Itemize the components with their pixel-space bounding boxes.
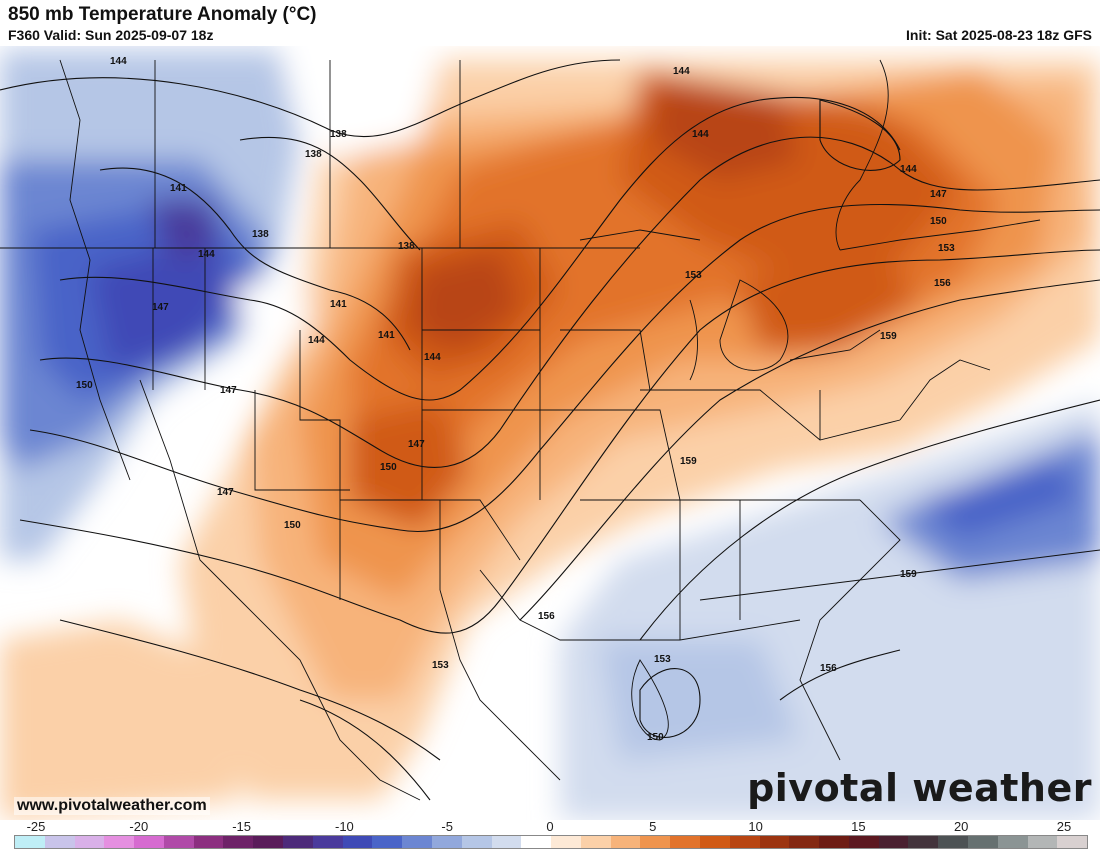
header-bar: 850 mb Temperature Anomaly (°C) F360 Val… bbox=[0, 0, 1100, 46]
contour-label: 144 bbox=[900, 164, 917, 175]
colorbar-swatch bbox=[342, 836, 373, 848]
colorbar-tick-label: 10 bbox=[748, 819, 763, 834]
height-contours bbox=[0, 59, 1100, 801]
contour-label: 141 bbox=[170, 183, 187, 194]
contour-label: 138 bbox=[330, 129, 347, 140]
colorbar-swatch bbox=[1027, 836, 1058, 848]
init-time: Init: Sat 2025-08-23 18z GFS bbox=[906, 27, 1092, 43]
contour-label: 156 bbox=[538, 611, 555, 622]
colorbar-swatch bbox=[253, 836, 284, 848]
contour-label: 147 bbox=[930, 189, 947, 200]
map-title: 850 mb Temperature Anomaly (°C) bbox=[8, 4, 317, 25]
map-canvas: 144 138 138 141 138 144 147 141 141 144 … bbox=[0, 46, 1100, 820]
contour-label: 138 bbox=[305, 149, 322, 160]
colorbar-tick-label: -20 bbox=[129, 819, 149, 834]
colorbar-tick-label: -10 bbox=[334, 819, 354, 834]
colorbar-swatch bbox=[699, 836, 730, 848]
contour-label: 147 bbox=[152, 302, 169, 313]
colorbar-swatch bbox=[789, 836, 820, 848]
colorbar-swatch bbox=[74, 836, 105, 848]
colorbar-swatch bbox=[521, 836, 552, 848]
contour-label: 156 bbox=[820, 663, 837, 674]
colorbar-swatch bbox=[15, 836, 45, 848]
colorbar-tick-label: 5 bbox=[649, 819, 657, 834]
colorbar-swatch bbox=[372, 836, 403, 848]
colorbar-swatch bbox=[968, 836, 998, 848]
colorbar-swatch bbox=[997, 836, 1028, 848]
colorbar-tick-label: -15 bbox=[232, 819, 251, 834]
contour-label: 150 bbox=[284, 520, 301, 531]
contour-label: 159 bbox=[900, 569, 917, 580]
contour-label: 153 bbox=[938, 243, 955, 254]
contour-label: 147 bbox=[217, 487, 234, 498]
colorbar bbox=[14, 835, 1088, 849]
colorbar-swatch bbox=[551, 836, 581, 848]
colorbar-swatch bbox=[44, 836, 75, 848]
contour-label: 159 bbox=[680, 456, 697, 467]
contour-label: 150 bbox=[647, 732, 664, 743]
contour-label: 144 bbox=[424, 352, 441, 363]
colorbar-swatch bbox=[878, 836, 909, 848]
colorbar-swatch bbox=[461, 836, 492, 848]
boundaries bbox=[0, 59, 1041, 801]
contour-label: 156 bbox=[934, 278, 951, 289]
contour-label: 144 bbox=[692, 129, 709, 140]
contour-label: 141 bbox=[378, 330, 395, 341]
contour-label: 150 bbox=[380, 462, 397, 473]
website-label: www.pivotalweather.com bbox=[14, 797, 210, 815]
contour-label: 153 bbox=[432, 660, 449, 671]
colorbar-swatch bbox=[580, 836, 611, 848]
colorbar-swatch bbox=[640, 836, 671, 848]
contour-label: 153 bbox=[654, 654, 671, 665]
contour-label: 153 bbox=[685, 270, 702, 281]
colorbar-swatch bbox=[819, 836, 849, 848]
contour-label: 141 bbox=[330, 299, 347, 310]
colorbar-tick-label: -25 bbox=[26, 819, 46, 834]
colorbar-swatch bbox=[134, 836, 164, 848]
contour-label: 150 bbox=[76, 380, 93, 391]
colorbar-tick-label: -5 bbox=[441, 819, 453, 834]
brand-watermark: pivotal weather bbox=[747, 766, 1092, 810]
colorbar-swatch bbox=[312, 836, 343, 848]
colorbar-swatch bbox=[283, 836, 313, 848]
contour-label: 150 bbox=[930, 216, 947, 227]
anomaly-map: 144 138 138 141 138 144 147 141 141 144 … bbox=[0, 46, 1100, 820]
contour-label: 138 bbox=[398, 241, 415, 252]
colorbar-swatch bbox=[759, 836, 790, 848]
colorbar-swatch bbox=[104, 836, 135, 848]
contour-label: 147 bbox=[220, 385, 237, 396]
contour-label: 138 bbox=[252, 229, 269, 240]
colorbar-tick-label: 0 bbox=[546, 819, 554, 834]
valid-time: F360 Valid: Sun 2025-09-07 18z bbox=[8, 27, 214, 43]
colorbar-tick-label: 25 bbox=[1056, 819, 1072, 834]
contour-label: 144 bbox=[110, 56, 127, 67]
colorbar-swatch bbox=[402, 836, 432, 848]
colorbar-swatch bbox=[938, 836, 968, 848]
colorbar-tick-label: 15 bbox=[851, 819, 866, 834]
colorbar-swatch bbox=[848, 836, 879, 848]
contour-label: 144 bbox=[198, 249, 215, 260]
contour-label: 144 bbox=[673, 66, 690, 77]
colorbar-swatch bbox=[431, 836, 462, 848]
colorbar-tick-label: 20 bbox=[953, 819, 969, 834]
colorbar-swatch bbox=[491, 836, 522, 848]
colorbar-swatch bbox=[729, 836, 760, 848]
colorbar-swatch bbox=[610, 836, 641, 848]
colorbar-swatch bbox=[908, 836, 939, 848]
contour-label: 159 bbox=[880, 331, 897, 342]
colorbar-swatch bbox=[1057, 836, 1088, 848]
colorbar-swatch bbox=[163, 836, 194, 848]
colorbar-swatch bbox=[670, 836, 700, 848]
contour-labels: 144 138 138 141 138 144 147 141 141 144 … bbox=[76, 56, 955, 743]
contour-label: 144 bbox=[308, 335, 325, 346]
colorbar-swatch bbox=[223, 836, 254, 848]
contour-label: 147 bbox=[408, 439, 425, 450]
colorbar-swatch bbox=[193, 836, 224, 848]
